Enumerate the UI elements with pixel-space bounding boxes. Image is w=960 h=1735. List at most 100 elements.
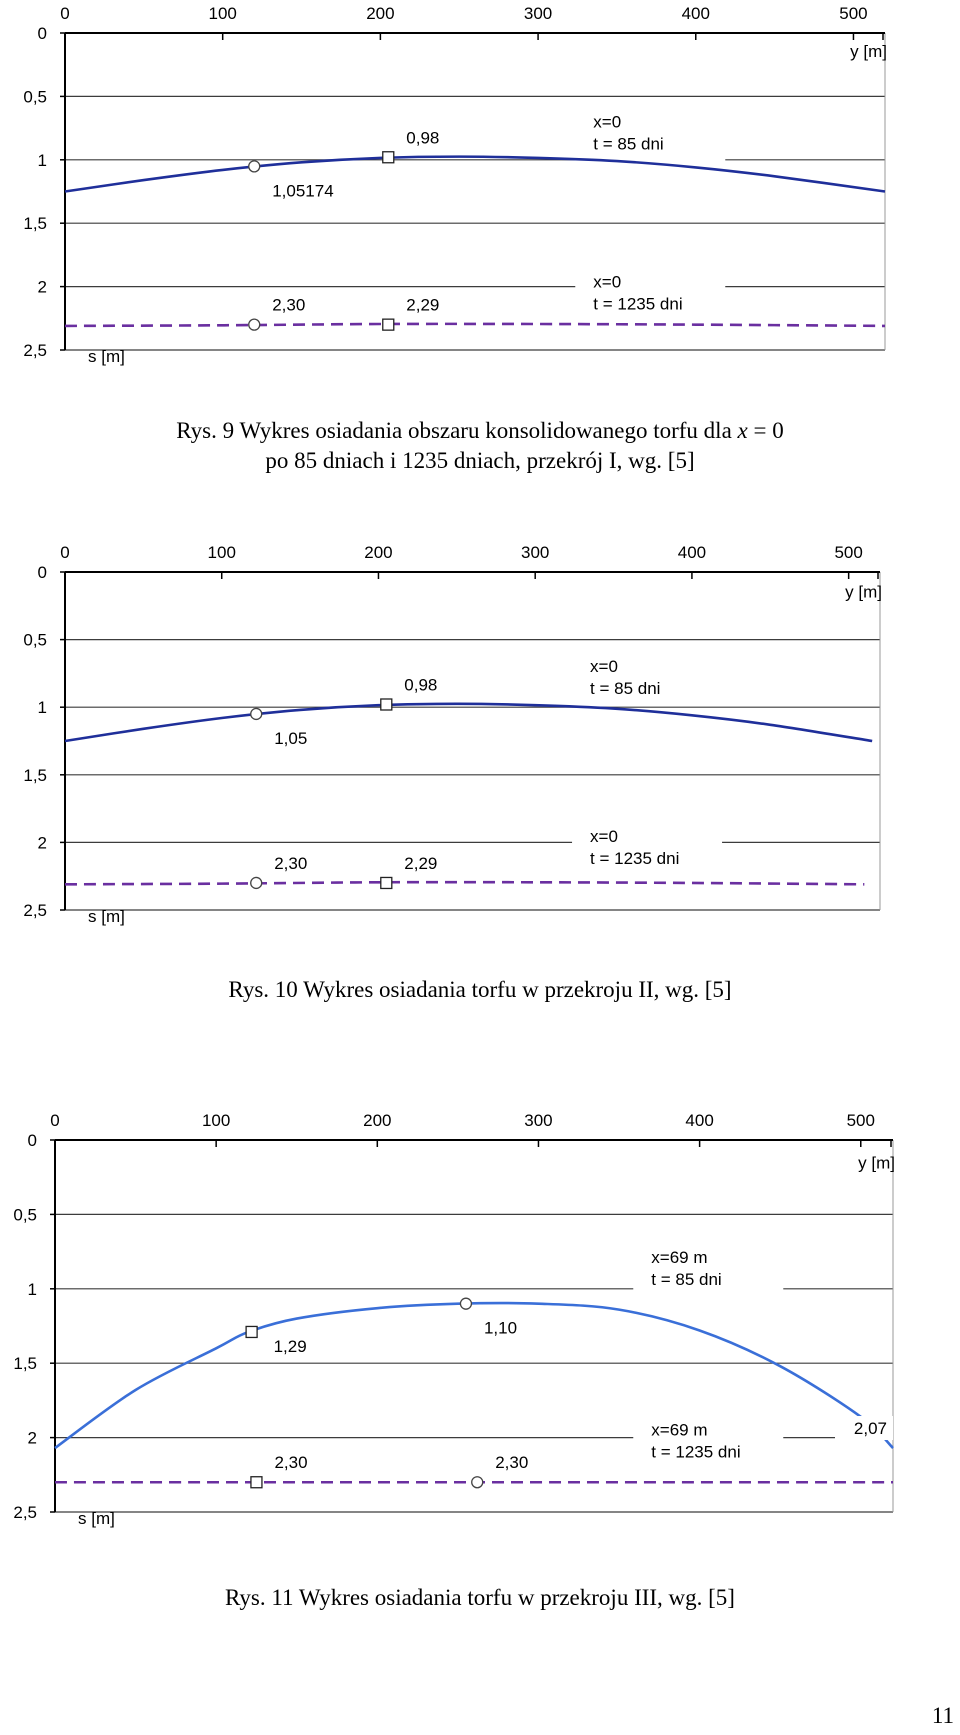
x-tick-label: 0 [60, 4, 69, 23]
series-label: t = 85 dni [590, 679, 660, 698]
x-tick-label: 200 [366, 4, 394, 23]
data-label: 1,10 [484, 1319, 517, 1338]
series-label: t = 85 dni [593, 135, 663, 154]
data-label: 2,29 [404, 854, 437, 873]
x-tick-label: 500 [834, 543, 862, 562]
annotation-background [633, 1415, 784, 1470]
y-axis-label: s [m] [78, 1509, 115, 1528]
data-label: 2,30 [272, 296, 305, 315]
series-label: x=0 [590, 657, 618, 676]
figure-caption-1: Rys. 9 Wykres osiadania obszaru konsolid… [0, 416, 960, 476]
caption-line: Rys. 9 Wykres osiadania obszaru konsolid… [176, 418, 784, 443]
annotation-background [633, 1243, 784, 1298]
y-tick-label: 0 [38, 563, 47, 582]
x-tick-label: 400 [678, 543, 706, 562]
annotation-background [575, 107, 726, 162]
data-point-circle [250, 876, 263, 890]
data-label: 2,30 [274, 854, 307, 873]
x-tick-label: 200 [364, 543, 392, 562]
y-tick-label: 2,5 [23, 341, 47, 360]
series-line [54, 1301, 894, 1450]
x-tick-label: 500 [847, 1111, 875, 1130]
series-label: t = 1235 dni [590, 849, 679, 868]
data-point-square [380, 698, 393, 711]
y-tick-label: 1,5 [23, 214, 47, 233]
x-tick-label: 100 [202, 1111, 230, 1130]
series-label: x=0 [593, 113, 621, 132]
data-label: 0,98 [406, 128, 439, 147]
series-label: x=0 [590, 827, 618, 846]
y-tick-label: 0 [38, 24, 47, 43]
x-tick-label: 400 [685, 1111, 713, 1130]
caption-line: Rys. 10 Wykres osiadania torfu w przekro… [228, 977, 732, 1002]
y-tick-label: 0,5 [23, 631, 47, 650]
settlement-chart-2: 0 100 200 300 400 500 0 0,5 1 1,5 2 2,5 y [m] s [m] x=… [23, 543, 882, 926]
x-tick-label: 0 [50, 1111, 59, 1130]
data-point-square [245, 1325, 258, 1339]
series-label: x=69 m [651, 1421, 707, 1440]
settlement-chart-1: 0 100 200 300 400 500 0 0,5 1 1,5 2 2,5 y [m] s [m] x=… [23, 4, 887, 366]
x-tick-label: 300 [521, 543, 549, 562]
data-label: 2,30 [274, 1453, 307, 1472]
series-label: t = 85 dni [651, 1270, 721, 1289]
x-axis-label: y [m] [845, 583, 882, 602]
data-label: 1,29 [274, 1337, 307, 1356]
x-tick-label: 0 [60, 543, 69, 562]
x-tick-label: 100 [209, 4, 237, 23]
y-tick-label: 2,5 [13, 1503, 37, 1522]
data-point-circle [459, 1297, 473, 1310]
caption-line: po 85 dniach i 1235 dniach, przekrój I, … [265, 448, 695, 473]
series-line [64, 322, 886, 328]
annotation-background [575, 267, 726, 322]
data-point-square [380, 876, 393, 890]
y-tick-label: 1 [28, 1280, 37, 1299]
data-point-circle [250, 707, 263, 721]
data-point-square [250, 1476, 263, 1489]
caption-line: Rys. 11 Wykres osiadania torfu w przekro… [225, 1585, 735, 1610]
figure-caption-2: Rys. 10 Wykres osiadania torfu w przekro… [0, 975, 960, 1005]
data-point-square [382, 151, 395, 164]
y-tick-label: 2,5 [23, 901, 47, 920]
x-tick-label: 200 [363, 1111, 391, 1130]
x-tick-label: 300 [524, 1111, 552, 1130]
data-label: 0,98 [404, 675, 437, 694]
data-label: 2,29 [406, 296, 439, 315]
data-point-circle [248, 318, 261, 331]
y-axis-label: s [m] [88, 347, 125, 366]
data-point-square [382, 318, 395, 331]
x-axis-label: y [m] [850, 42, 887, 61]
y-tick-label: 2 [28, 1429, 37, 1448]
x-tick-label: 300 [524, 4, 552, 23]
data-point-circle [248, 160, 261, 173]
x-axis-label: y [m] [858, 1153, 895, 1172]
data-label: 2,30 [495, 1453, 528, 1472]
figure-caption-3: Rys. 11 Wykres osiadania torfu w przekro… [0, 1583, 960, 1613]
annotation-background [572, 822, 723, 877]
page-number: 11 [931, 1703, 954, 1728]
y-tick-label: 0,5 [23, 87, 47, 106]
y-tick-label: 1 [38, 151, 47, 170]
y-tick-label: 1,5 [13, 1354, 37, 1373]
y-tick-label: 1 [38, 698, 47, 717]
series-label: t = 1235 dni [651, 1443, 740, 1462]
data-label: 1,05 [274, 729, 307, 748]
annotation-background [572, 651, 723, 706]
series-line [64, 880, 865, 886]
data-point-circle [471, 1476, 484, 1489]
y-axis-label: s [m] [88, 907, 125, 926]
x-tick-label: 500 [839, 4, 867, 23]
x-tick-label: 400 [682, 4, 710, 23]
series-line [64, 155, 886, 193]
series-label: x=0 [593, 272, 621, 291]
series-line [64, 702, 873, 743]
y-tick-label: 0 [28, 1131, 37, 1150]
settlement-chart-3: 0 100 200 300 400 500 0 0,5 1 1,5 2 2,5 y [m] s [m] x=… [13, 1111, 895, 1528]
data-label: 2,07 [854, 1419, 887, 1438]
x-tick-label: 100 [208, 543, 236, 562]
series-label: x=69 m [651, 1248, 707, 1267]
y-tick-label: 2 [38, 278, 47, 297]
y-tick-label: 0,5 [13, 1205, 37, 1224]
series-label: t = 1235 dni [593, 294, 682, 313]
y-tick-label: 1,5 [23, 766, 47, 785]
y-tick-label: 2 [38, 833, 47, 852]
